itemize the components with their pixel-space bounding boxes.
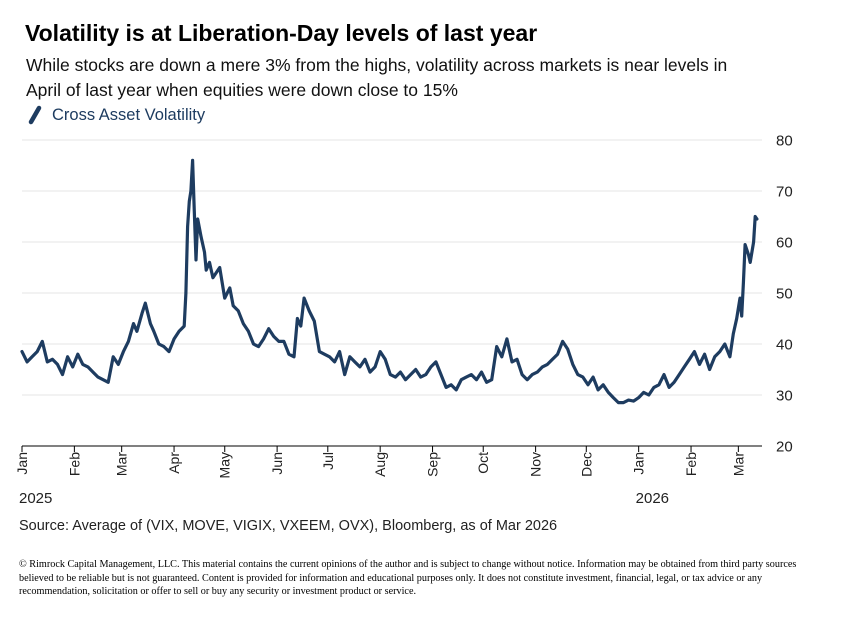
y-tick-label: 70 xyxy=(776,184,793,201)
legend-label: Cross Asset Volatility xyxy=(52,105,206,124)
x-tick-label: Jul xyxy=(320,452,336,470)
line-series-swatch-icon xyxy=(28,105,42,125)
x-tick-label: May xyxy=(217,452,233,478)
series-layer xyxy=(20,158,759,405)
y-tick-label: 30 xyxy=(776,388,793,405)
x-tick-label: Jun xyxy=(269,452,285,475)
year-label: 2026 xyxy=(636,490,669,507)
line-chart: 20 30 40 50 60 70 80 Jan Feb Mar Apr May Jun Jul Aug S… xyxy=(14,133,793,508)
series-line xyxy=(20,158,759,405)
legend: Cross Asset Volatility xyxy=(28,104,205,126)
x-tick-label: Feb xyxy=(66,452,82,476)
x-tick-label: Feb xyxy=(683,452,699,476)
disclaimer-text: © Rimrock Capital Management, LLC. This … xyxy=(19,559,797,598)
gridlines xyxy=(22,139,762,396)
chart-title: Volatility is at Liberation-Day levels o… xyxy=(25,20,538,46)
y-tick-label: 80 xyxy=(776,133,793,150)
y-tick-label: 50 xyxy=(776,286,793,303)
x-tick-label: Jan xyxy=(631,452,647,475)
x-tick-label: Dec xyxy=(578,452,594,477)
y-axis: 20 30 40 50 60 70 80 xyxy=(776,133,793,456)
x-tick-label: Jan xyxy=(14,452,30,475)
x-tick-label: Mar xyxy=(114,452,130,476)
y-tick-label: 60 xyxy=(776,235,793,252)
y-tick-label: 40 xyxy=(776,337,793,354)
x-axis: Jan Feb Mar Apr May Jun Jul Aug Sep Oct Nov Dec Jan F… xyxy=(14,445,762,507)
x-tick-label: Aug xyxy=(372,452,388,477)
year-label: 2025 xyxy=(19,490,52,507)
x-tick-label: Sep xyxy=(425,452,441,477)
chart-subtitle: While stocks are down a mere 3% from the… xyxy=(26,55,728,100)
y-tick-label: 20 xyxy=(776,439,793,456)
x-tick-label: Apr xyxy=(166,452,182,474)
source-note: Source: Average of (VIX, MOVE, VIGIX, VX… xyxy=(19,518,558,534)
x-tick-label: Oct xyxy=(475,452,491,474)
x-tick-label: Nov xyxy=(528,452,544,477)
x-tick-label: Mar xyxy=(730,452,746,476)
